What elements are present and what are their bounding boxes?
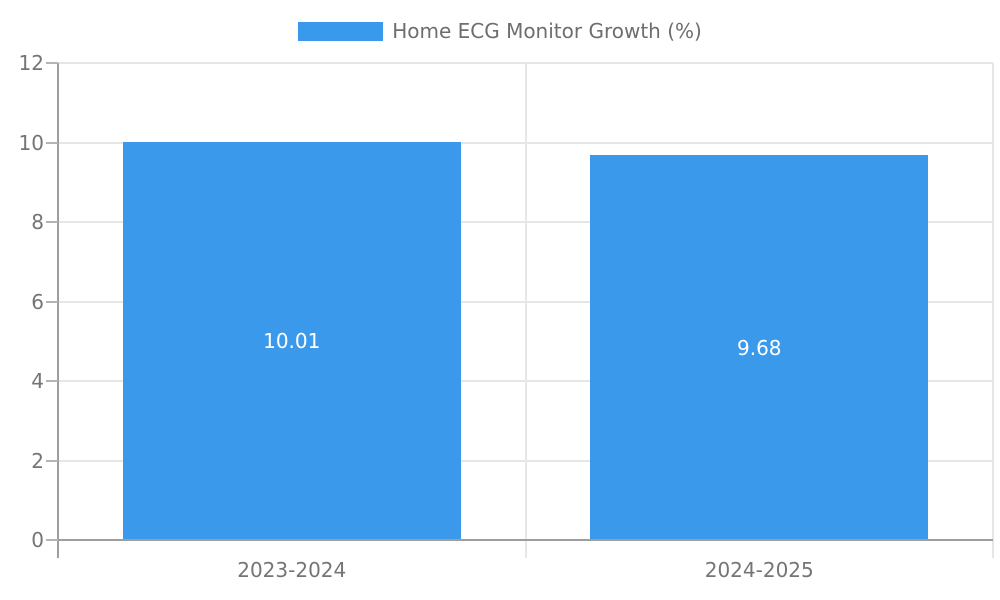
y-axis-label: 8 bbox=[31, 210, 44, 234]
chart-legend: Home ECG Monitor Growth (%) bbox=[0, 17, 1000, 45]
y-axis-line bbox=[57, 63, 59, 558]
y-axis-label: 10 bbox=[18, 130, 44, 155]
y-tick-mark bbox=[46, 141, 58, 144]
y-tick-mark bbox=[46, 300, 58, 303]
v-gridline-right bbox=[992, 63, 994, 558]
y-tick-mark bbox=[46, 539, 58, 541]
bar-value-label: 10.01 bbox=[263, 329, 321, 354]
v-gridline bbox=[524, 63, 527, 558]
bar bbox=[590, 155, 929, 540]
y-tick-mark bbox=[46, 459, 58, 462]
bar bbox=[122, 142, 461, 540]
y-axis-label: 0 bbox=[31, 528, 44, 552]
legend-swatch bbox=[298, 21, 384, 41]
y-tick-mark bbox=[46, 380, 58, 382]
x-axis-line bbox=[58, 539, 993, 541]
y-axis-label: 4 bbox=[31, 369, 44, 393]
bar-value-label: 9.68 bbox=[736, 335, 782, 360]
x-axis-label: 2023-2024 bbox=[237, 558, 347, 582]
legend-label: Home ECG Monitor Growth (%) bbox=[392, 19, 702, 43]
y-axis-label: 6 bbox=[31, 289, 44, 314]
y-axis-label: 2 bbox=[31, 448, 44, 473]
x-axis-label: 2024-2025 bbox=[704, 558, 814, 582]
y-axis-label: 12 bbox=[18, 51, 44, 75]
y-tick-mark bbox=[46, 62, 58, 64]
y-tick-mark bbox=[46, 221, 58, 223]
